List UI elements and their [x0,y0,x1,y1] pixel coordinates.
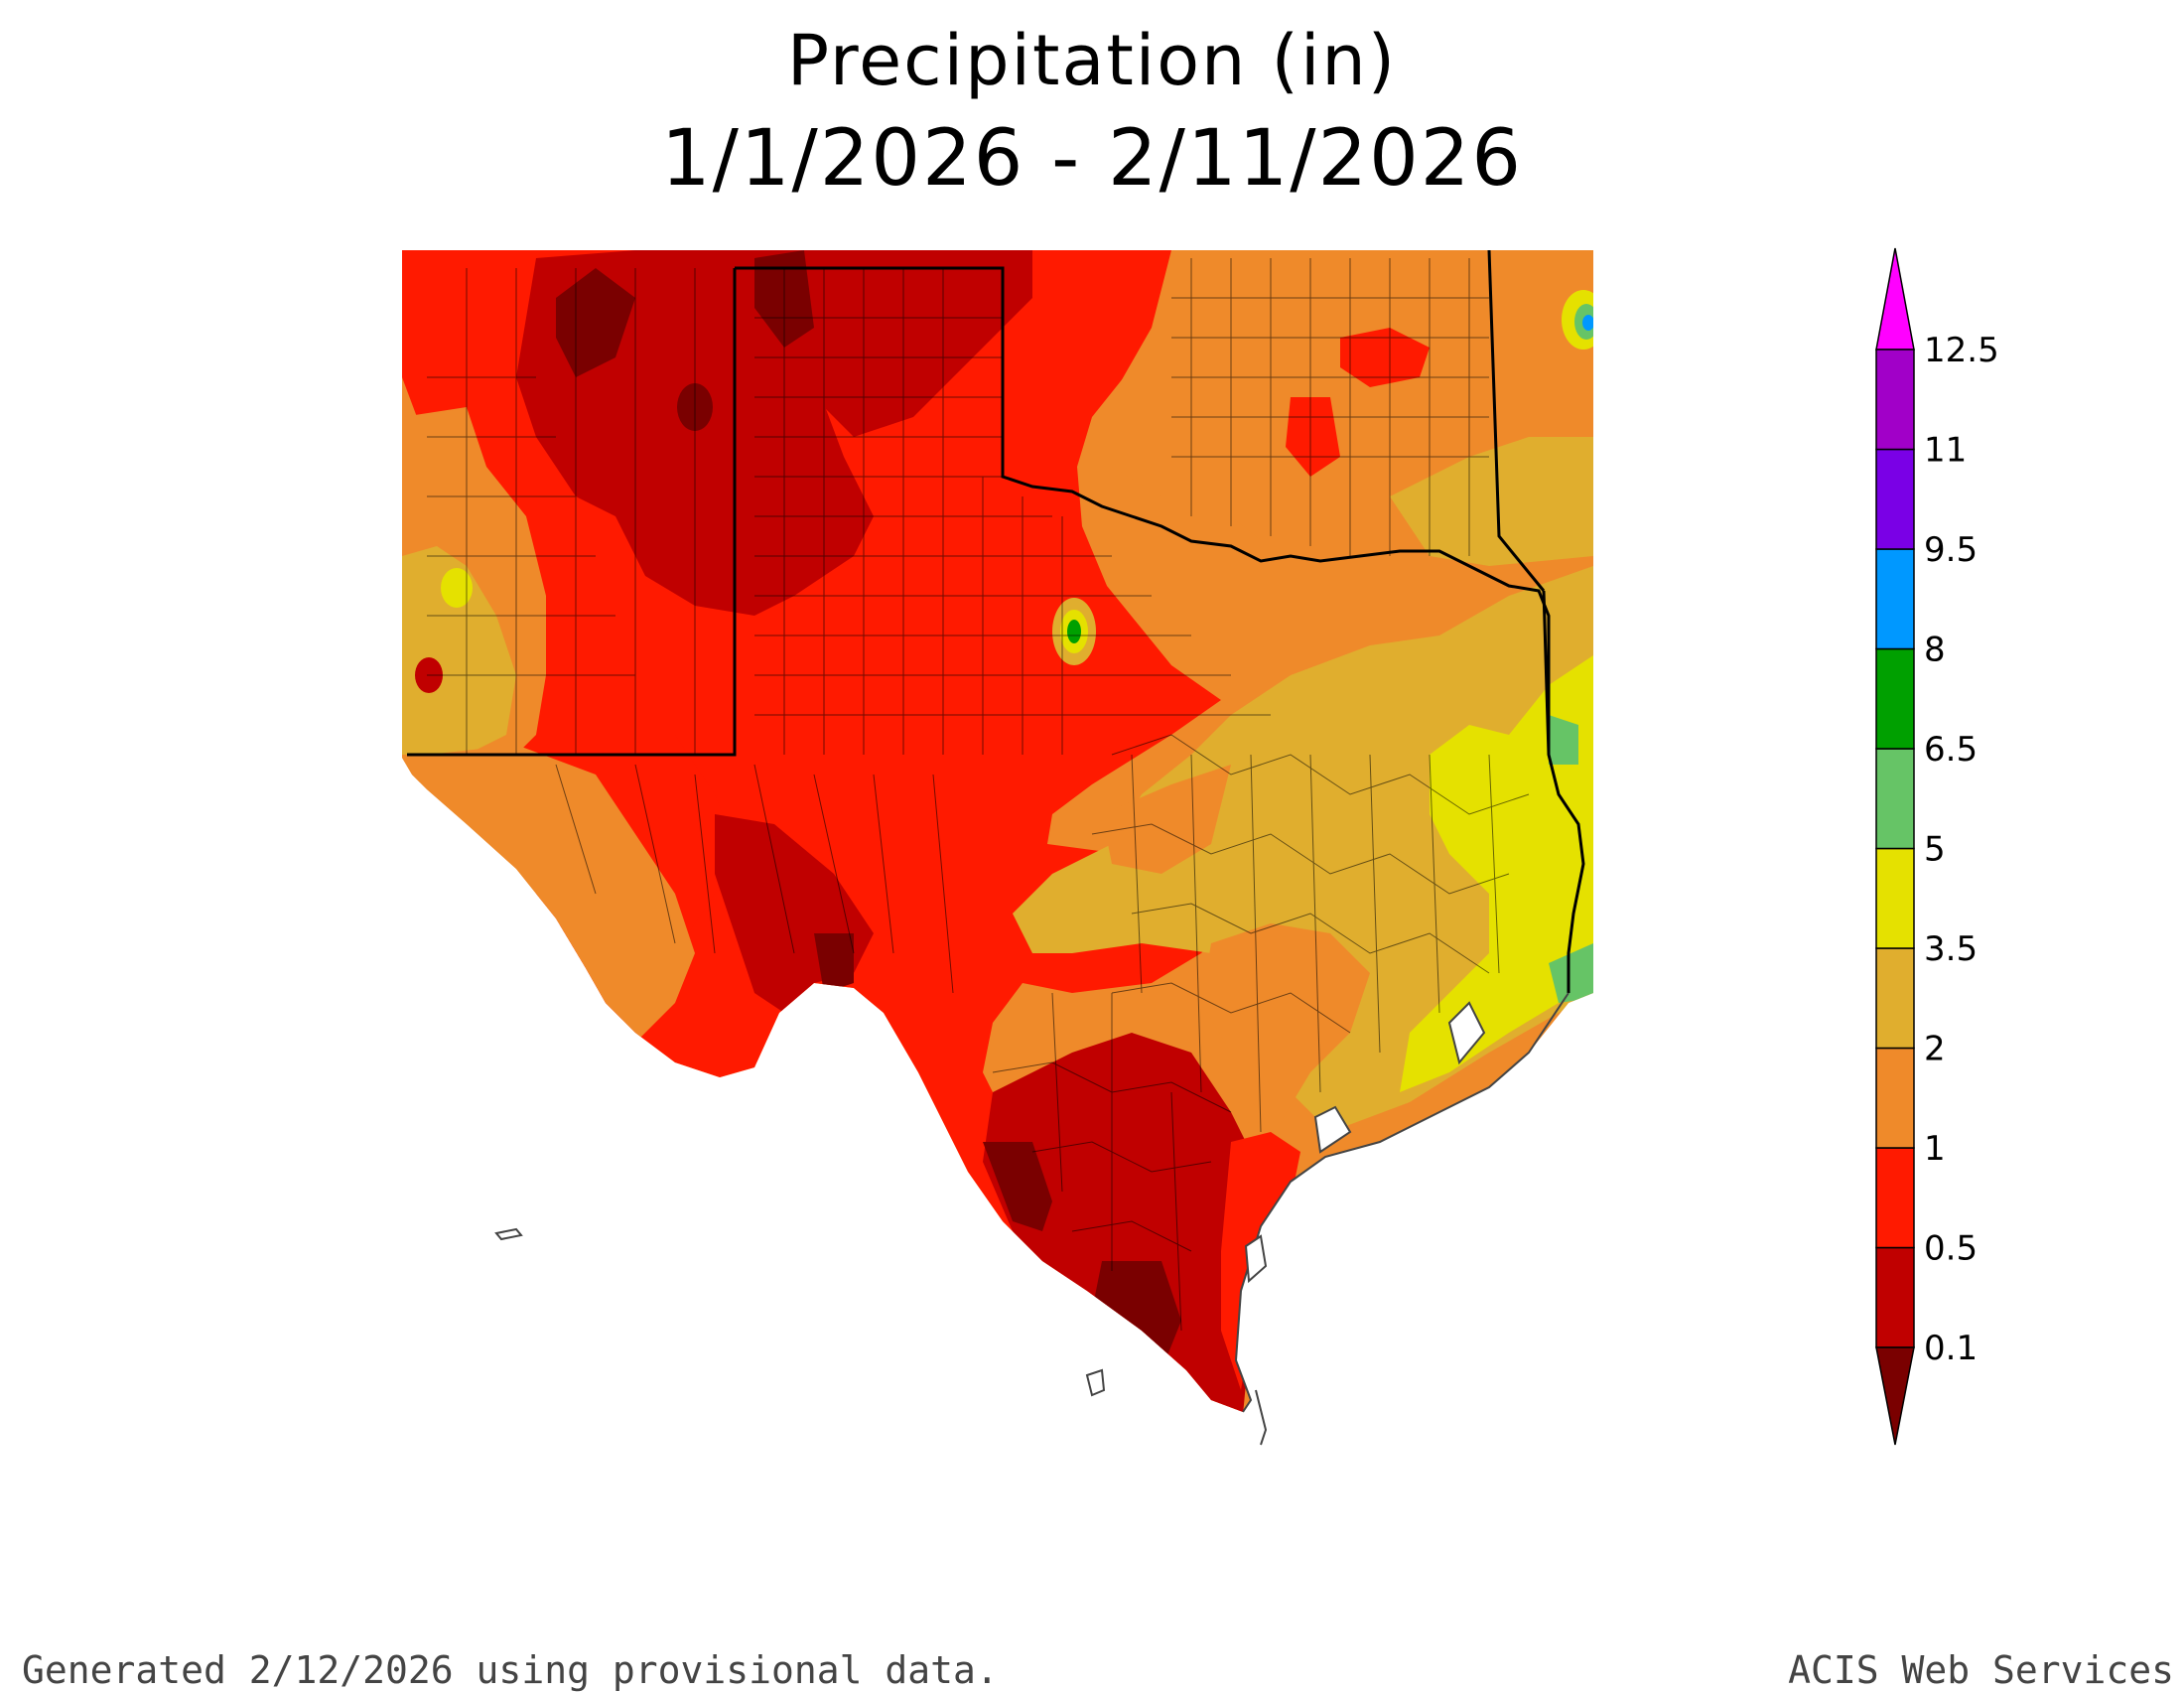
legend-max-arrow [1875,247,1915,351]
field-south-darkred [983,1033,1271,1412]
field-border-maroon [814,933,854,993]
legend-label: 9.5 [1924,530,1978,570]
field-south-maroon [983,1142,1052,1231]
coastline [494,992,1570,1446]
legend-label: 3.5 [1924,929,1978,969]
legend-bin [1875,847,1915,949]
legend-bin [1875,748,1915,850]
legend-bin [1875,548,1915,650]
legend-bin [1875,1246,1915,1348]
field-nw-gold [402,546,516,755]
legend-label: 6.5 [1924,730,1978,770]
legend-bin [1875,1147,1915,1249]
map-date-range: 1/1/2026 - 2/11/2026 [661,114,1523,204]
field-east-ok-gold [1390,437,1593,566]
legend-label: 12.5 [1924,331,1999,370]
legend-label: 1 [1924,1129,1946,1169]
field-central-orange-2 [1201,923,1370,1122]
legend-label: 5 [1924,830,1946,870]
field-central-green-spot [1067,620,1081,643]
source-credit: ACIS Web Services [1788,1648,2174,1692]
legend-label: 2 [1924,1030,1946,1069]
generated-note: Generated 2/12/2026 using provisional da… [22,1648,999,1692]
legend-bin [1875,349,1915,451]
field-ne-green [1549,715,1578,765]
legend-label: 0.5 [1924,1229,1978,1269]
texas-outline [735,266,1585,993]
field-trans-pecos-orange [402,745,695,1043]
legend-label: 0.1 [1924,1329,1978,1368]
tx-la-line [1542,590,1551,756]
legend-bin [1875,947,1915,1050]
legend-bin [1875,448,1915,550]
field-east-yellow [1400,655,1593,1092]
legend-bin [1875,647,1915,750]
field-se-green [1549,943,1593,1003]
legend-bin [1875,1047,1915,1149]
map-title: Precipitation (in) [786,20,1398,101]
field-central-orange [1102,765,1231,874]
field-nw-yellow [441,568,473,608]
legend-label: 8 [1924,631,1946,670]
ok-ar-line [1487,249,1546,592]
field-ok-red-blob [1340,328,1430,387]
field-ne-blue-spot [1582,315,1593,331]
legend-label: 11 [1924,431,1967,471]
field-east-texas-gold [1013,566,1593,1132]
legend-min-arrow [1875,1346,1915,1446]
county-grid [427,258,1530,1332]
